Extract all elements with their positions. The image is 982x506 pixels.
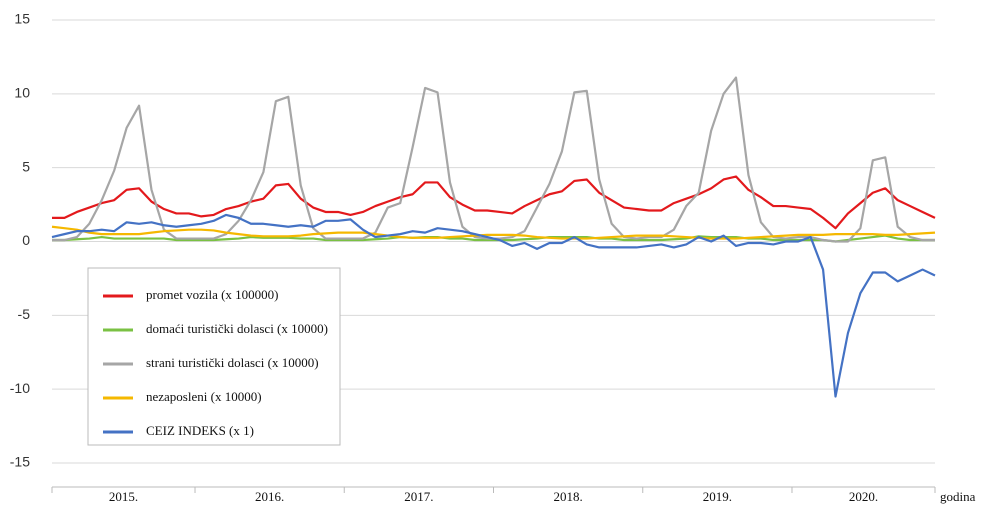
x-tick-label: 2017. xyxy=(404,489,433,504)
x-tick-label: 2020. xyxy=(849,489,878,504)
x-tick-label: 2015. xyxy=(109,489,138,504)
legend-label: CEIZ INDEKS (x 1) xyxy=(146,423,254,438)
y-tick-label: 10 xyxy=(14,85,30,101)
x-tick-label: 2016. xyxy=(255,489,284,504)
legend-label: strani turistički dolasci (x 10000) xyxy=(146,355,319,370)
series-line xyxy=(52,175,936,230)
y-tick-label: 0 xyxy=(22,232,30,248)
series-line xyxy=(51,225,936,240)
series-line xyxy=(51,213,936,398)
x-axis-label: godina xyxy=(940,489,976,504)
series-line xyxy=(52,234,935,243)
legend-label: nezaposleni (x 10000) xyxy=(146,389,262,404)
y-tick-label: -15 xyxy=(10,454,30,470)
legend-label: promet vozila (x 100000) xyxy=(146,287,279,302)
x-tick-label: 2018. xyxy=(553,489,582,504)
x-tick-label: 2019. xyxy=(703,489,732,504)
y-tick-label: -5 xyxy=(18,306,31,322)
series-line xyxy=(52,76,935,243)
y-tick-label: -10 xyxy=(10,380,30,396)
legend-label: domaći turistički dolasci (x 10000) xyxy=(146,321,328,336)
y-tick-label: 15 xyxy=(14,11,30,27)
y-tick-label: 5 xyxy=(22,158,30,174)
